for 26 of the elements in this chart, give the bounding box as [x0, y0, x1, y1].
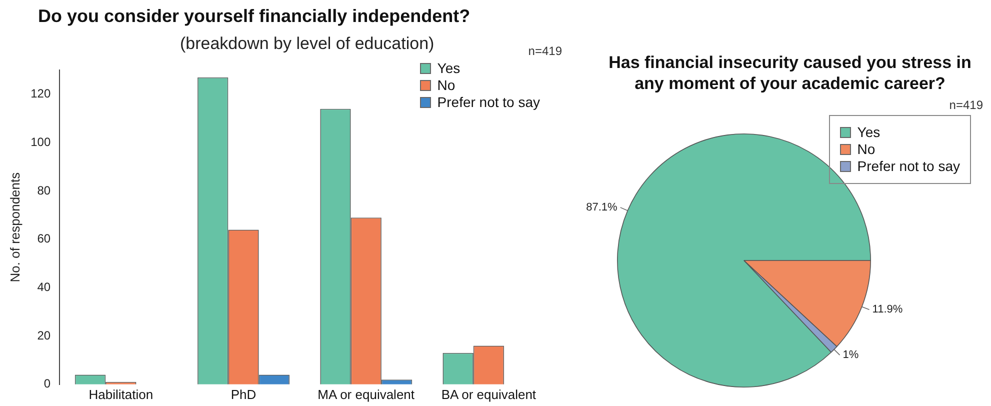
- y-axis-title: No. of respondents: [7, 172, 22, 282]
- chart-title: Do you consider yourself financially independent?: [37, 6, 472, 27]
- x-tick-label: BA or equivalent: [441, 386, 536, 402]
- legend-label: No: [437, 77, 456, 94]
- legend-label: Yes: [857, 124, 880, 141]
- y-tick-label: 120: [30, 86, 51, 101]
- legend-label: Prefer not to say: [437, 94, 540, 111]
- data-label: 87.1%: [586, 201, 618, 214]
- y-tick-label: 20: [37, 328, 51, 342]
- chart-subtitle: (breakdown by level of education): [180, 34, 434, 54]
- text: n=419: [949, 98, 983, 112]
- y-tick-label: 100: [30, 135, 51, 150]
- x-tick-label: MA or equivalent: [318, 386, 415, 402]
- y-tick-label: 60: [37, 232, 51, 246]
- y-tick-label: 80: [37, 183, 51, 198]
- legend-label: No: [857, 141, 876, 158]
- x-tick-label: Habilitation: [88, 386, 154, 402]
- data-label: 11.9%: [872, 304, 903, 316]
- text: n=419: [528, 44, 562, 58]
- legend-label: Yes: [437, 60, 460, 77]
- x-tick-label: PhD: [230, 386, 256, 402]
- legend-label: Prefer not to say: [857, 158, 960, 175]
- y-tick-label: 0: [44, 376, 51, 391]
- data-label: 1%: [842, 349, 859, 362]
- y-tick-label: 40: [37, 280, 51, 294]
- chart-title: Has financial insecurity caused you stress in any moment of your academic career?: [608, 52, 972, 94]
